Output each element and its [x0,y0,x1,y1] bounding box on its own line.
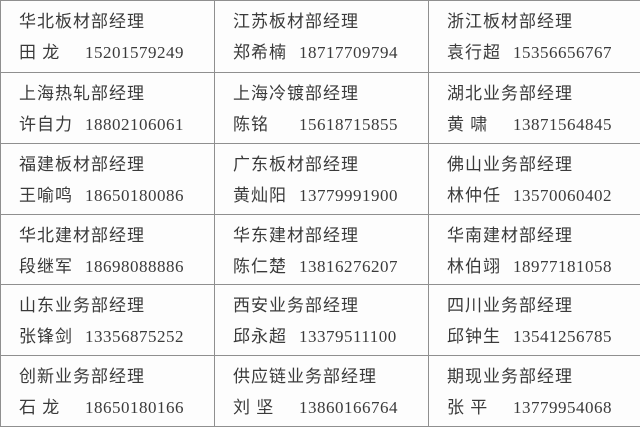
contact-phone: 18717709794 [299,43,398,62]
contact-cell: 浙江板材部经理 袁行超 15356656767 [429,1,640,73]
contact-cell: 供应链业务部经理 刘 坚 13860166764 [215,356,429,427]
contact-phone: 18802106061 [85,115,184,134]
contact-title: 江苏板材部经理 [233,12,359,31]
contact-cell: 山东业务部经理 张锋剑 13356875252 [1,285,215,357]
contact-name: 段继军 [19,256,73,276]
contact-phone: 15201579249 [85,43,184,62]
contact-cell: 上海热轧部经理 许自力 18802106061 [1,73,215,144]
contact-title: 福建板材部经理 [19,154,145,174]
contact-name: 林仲任 [447,185,501,205]
contact-title: 上海冷镀部经理 [233,84,359,103]
contact-name: 林伯翊 [447,256,501,276]
contact-cell: 西安业务部经理 邱永超 13379511100 [215,285,429,357]
contact-title: 华东建材部经理 [233,225,359,245]
contact-cell: 华北建材部经理 段继军 18698088886 [1,214,215,286]
contact-name: 邱永超 [233,327,287,347]
contact-phone: 13816276207 [299,256,398,276]
contact-name: 邱钟生 [447,327,501,347]
contact-name: 袁行超 [447,43,501,62]
contact-name: 张锋剑 [19,327,73,347]
contact-name: 王喻鸣 [19,185,73,205]
contact-cell: 江苏板材部经理 郑希楠 18717709794 [215,1,429,73]
contact-title: 湖北业务部经理 [447,84,573,103]
contact-cell: 期现业务部经理 张 平 13779954068 [429,356,640,427]
contact-title: 华北建材部经理 [19,225,145,245]
contact-phone: 18977181058 [513,256,612,276]
contact-phone: 13570060402 [513,185,612,205]
contact-cell: 华南建材部经理 林伯翊 18977181058 [429,215,640,286]
contact-cell: 福建板材部经理 王喻鸣 18650180086 [1,143,215,215]
contact-phone: 15356656767 [513,43,612,62]
contact-title: 上海热轧部经理 [19,84,145,103]
contact-cell: 上海冷镀部经理 陈铭 15618715855 [215,73,429,144]
contact-phone: 13379511100 [299,327,397,347]
contact-title: 创新业务部经理 [19,367,145,387]
contact-cell: 华北板材部经理 田 龙 15201579249 [1,1,215,73]
contact-phone: 13860166764 [299,398,398,418]
contact-name: 许自力 [19,115,73,134]
contact-name: 黄灿阳 [233,185,287,205]
contact-name: 田 龙 [19,43,61,62]
contact-title: 期现业务部经理 [447,367,573,387]
contact-phone: 13356875252 [85,327,184,347]
contact-phone: 13779991900 [299,185,398,205]
contact-name: 陈铭 [233,115,269,134]
contact-name: 张 平 [447,398,489,418]
contact-cell: 湖北业务部经理 黄 啸 13871564845 [429,73,640,144]
contact-name: 刘 坚 [233,398,275,418]
contact-title: 山东业务部经理 [19,296,145,316]
contact-phone: 18650180166 [85,398,184,418]
contact-name: 黄 啸 [447,115,489,134]
contact-title: 佛山业务部经理 [447,154,573,174]
contact-title: 西安业务部经理 [233,296,359,316]
contact-phone: 13541256785 [513,327,612,347]
contact-phone: 13779954068 [513,398,612,418]
contact-phone: 15618715855 [299,115,398,134]
contact-title: 广东板材部经理 [233,154,359,174]
contact-cell: 佛山业务部经理 林仲任 13570060402 [429,144,640,215]
contact-cell: 华东建材部经理 陈仁楚 13816276207 [215,214,429,286]
contact-title: 供应链业务部经理 [233,367,377,387]
contact-title: 四川业务部经理 [447,296,573,316]
contact-name: 郑希楠 [233,43,287,62]
contact-cell: 创新业务部经理 石 龙 18650180166 [1,356,215,427]
contact-phone: 13871564845 [513,115,612,134]
contact-title: 华南建材部经理 [447,225,573,245]
contact-name: 石 龙 [19,398,61,418]
contact-cell: 四川业务部经理 邱钟生 13541256785 [429,285,640,357]
contact-cell: 广东板材部经理 黄灿阳 13779991900 [215,143,429,215]
contact-phone: 18698088886 [85,256,184,276]
contact-name: 陈仁楚 [233,256,287,276]
contact-title: 浙江板材部经理 [447,12,573,31]
contact-phone: 18650180086 [85,185,184,205]
contact-title: 华北板材部经理 [19,12,145,31]
